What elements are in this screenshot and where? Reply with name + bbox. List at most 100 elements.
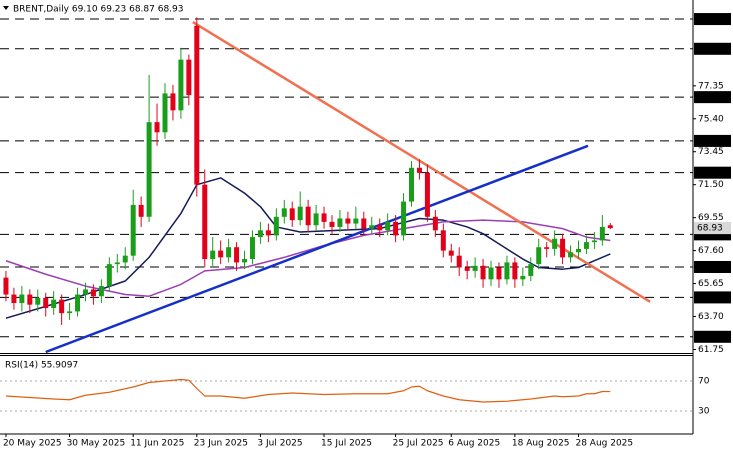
candle-body [345, 218, 351, 224]
level-label: 81.30 [697, 15, 723, 25]
rsi-panel [0, 378, 693, 412]
x-tick-label: 23 Jun 2025 [194, 439, 248, 449]
candle-body [583, 242, 589, 249]
candle-body [599, 226, 605, 241]
candle-body [90, 289, 96, 297]
candle-body [512, 262, 518, 280]
last-price-label: 68.93 [697, 224, 723, 234]
candle-body [75, 294, 81, 312]
candle-body [321, 213, 327, 222]
candle-body [329, 221, 335, 227]
candle-body [114, 262, 120, 265]
level-label: 66.63 [697, 262, 723, 272]
candle-body [536, 247, 542, 265]
trendline [192, 21, 651, 303]
y-tick-label: 65.65 [698, 279, 724, 289]
rsi-tick-label: 70 [698, 377, 710, 387]
candle-body [59, 299, 65, 314]
candle-body [496, 267, 502, 280]
candle-body [27, 294, 33, 305]
candle-body [146, 122, 152, 217]
x-tick-label: 6 Aug 2025 [448, 439, 500, 449]
rsi-title: RSI(14) 55.9097 [5, 361, 78, 371]
candle-body [607, 225, 613, 229]
candle-body [210, 250, 216, 260]
price-panel [0, 17, 693, 353]
candle-body [480, 265, 486, 280]
y-tick-label: 61.75 [698, 345, 724, 355]
candle-body [234, 247, 240, 263]
candle-body [51, 299, 57, 309]
candle-body [544, 247, 550, 249]
level-label-bg [694, 166, 731, 179]
level-label-bg [694, 291, 731, 304]
candle-body [488, 267, 494, 280]
candle-body [472, 265, 478, 271]
candle-body [106, 264, 112, 287]
candle-body [313, 213, 319, 226]
candle-body [520, 275, 526, 280]
candle-body [560, 238, 566, 258]
candle-body [281, 208, 287, 217]
candle-body [456, 255, 462, 268]
candle-body [305, 206, 311, 226]
moving-average [5, 219, 611, 297]
rsi-tick-label: 30 [698, 407, 710, 417]
candle-body [130, 204, 136, 256]
y-tick-label: 77.35 [698, 81, 724, 91]
candle-body [154, 122, 160, 133]
candle-body [11, 294, 17, 303]
y-tick-label: 71.50 [698, 180, 724, 190]
y-tick-label: 67.60 [698, 246, 724, 256]
level-label: 68.56 [697, 230, 723, 240]
candle-body [377, 225, 383, 231]
last-price-bg [694, 222, 731, 235]
level-label: 76.68 [697, 93, 723, 103]
candle-body [98, 286, 104, 297]
x-tick-label: 11 Jun 2025 [130, 439, 184, 449]
candle-body [528, 264, 534, 276]
candle-body [122, 255, 128, 263]
candle-body [19, 294, 25, 303]
level-label: 64.83 [697, 293, 723, 303]
candle-body [353, 218, 359, 224]
x-tick-label: 28 Aug 2025 [575, 439, 633, 449]
x-tick-label: 15 Jul 2025 [321, 439, 372, 449]
candle-body [416, 167, 422, 173]
candle-body [3, 277, 9, 295]
candle-body [432, 216, 438, 231]
candle-body [401, 201, 407, 236]
candle-body [226, 247, 232, 258]
menu-icon [3, 6, 9, 10]
level-label-bg [694, 91, 731, 104]
candle-body [464, 267, 470, 271]
candle-body [35, 297, 41, 305]
candle-body [568, 252, 574, 258]
trendline [45, 144, 589, 353]
candle-body [186, 59, 192, 96]
candle-body [67, 311, 73, 314]
candle-body [43, 297, 49, 309]
candle-body [138, 204, 144, 217]
x-tick-label: 3 Jul 2025 [257, 439, 302, 449]
level-label-bg [694, 330, 731, 343]
candle-body [393, 221, 399, 236]
candle-body [448, 250, 454, 256]
candle-body [504, 262, 510, 280]
chart-title: BRENT,Daily 69.10 69.23 68.87 68.93 [13, 5, 183, 15]
y-tick-label: 73.45 [698, 147, 724, 157]
x-tick-label: 20 May 2025 [3, 439, 62, 449]
candle-body [409, 167, 415, 202]
candle-body [575, 248, 581, 253]
candle-body [202, 184, 208, 260]
candle-body [385, 221, 391, 231]
level-label-bg [694, 13, 731, 26]
candle-body [424, 172, 430, 217]
level-label-bg [694, 134, 731, 147]
candle-body [249, 237, 255, 260]
candle-body [369, 225, 375, 229]
candle-body [178, 59, 184, 111]
